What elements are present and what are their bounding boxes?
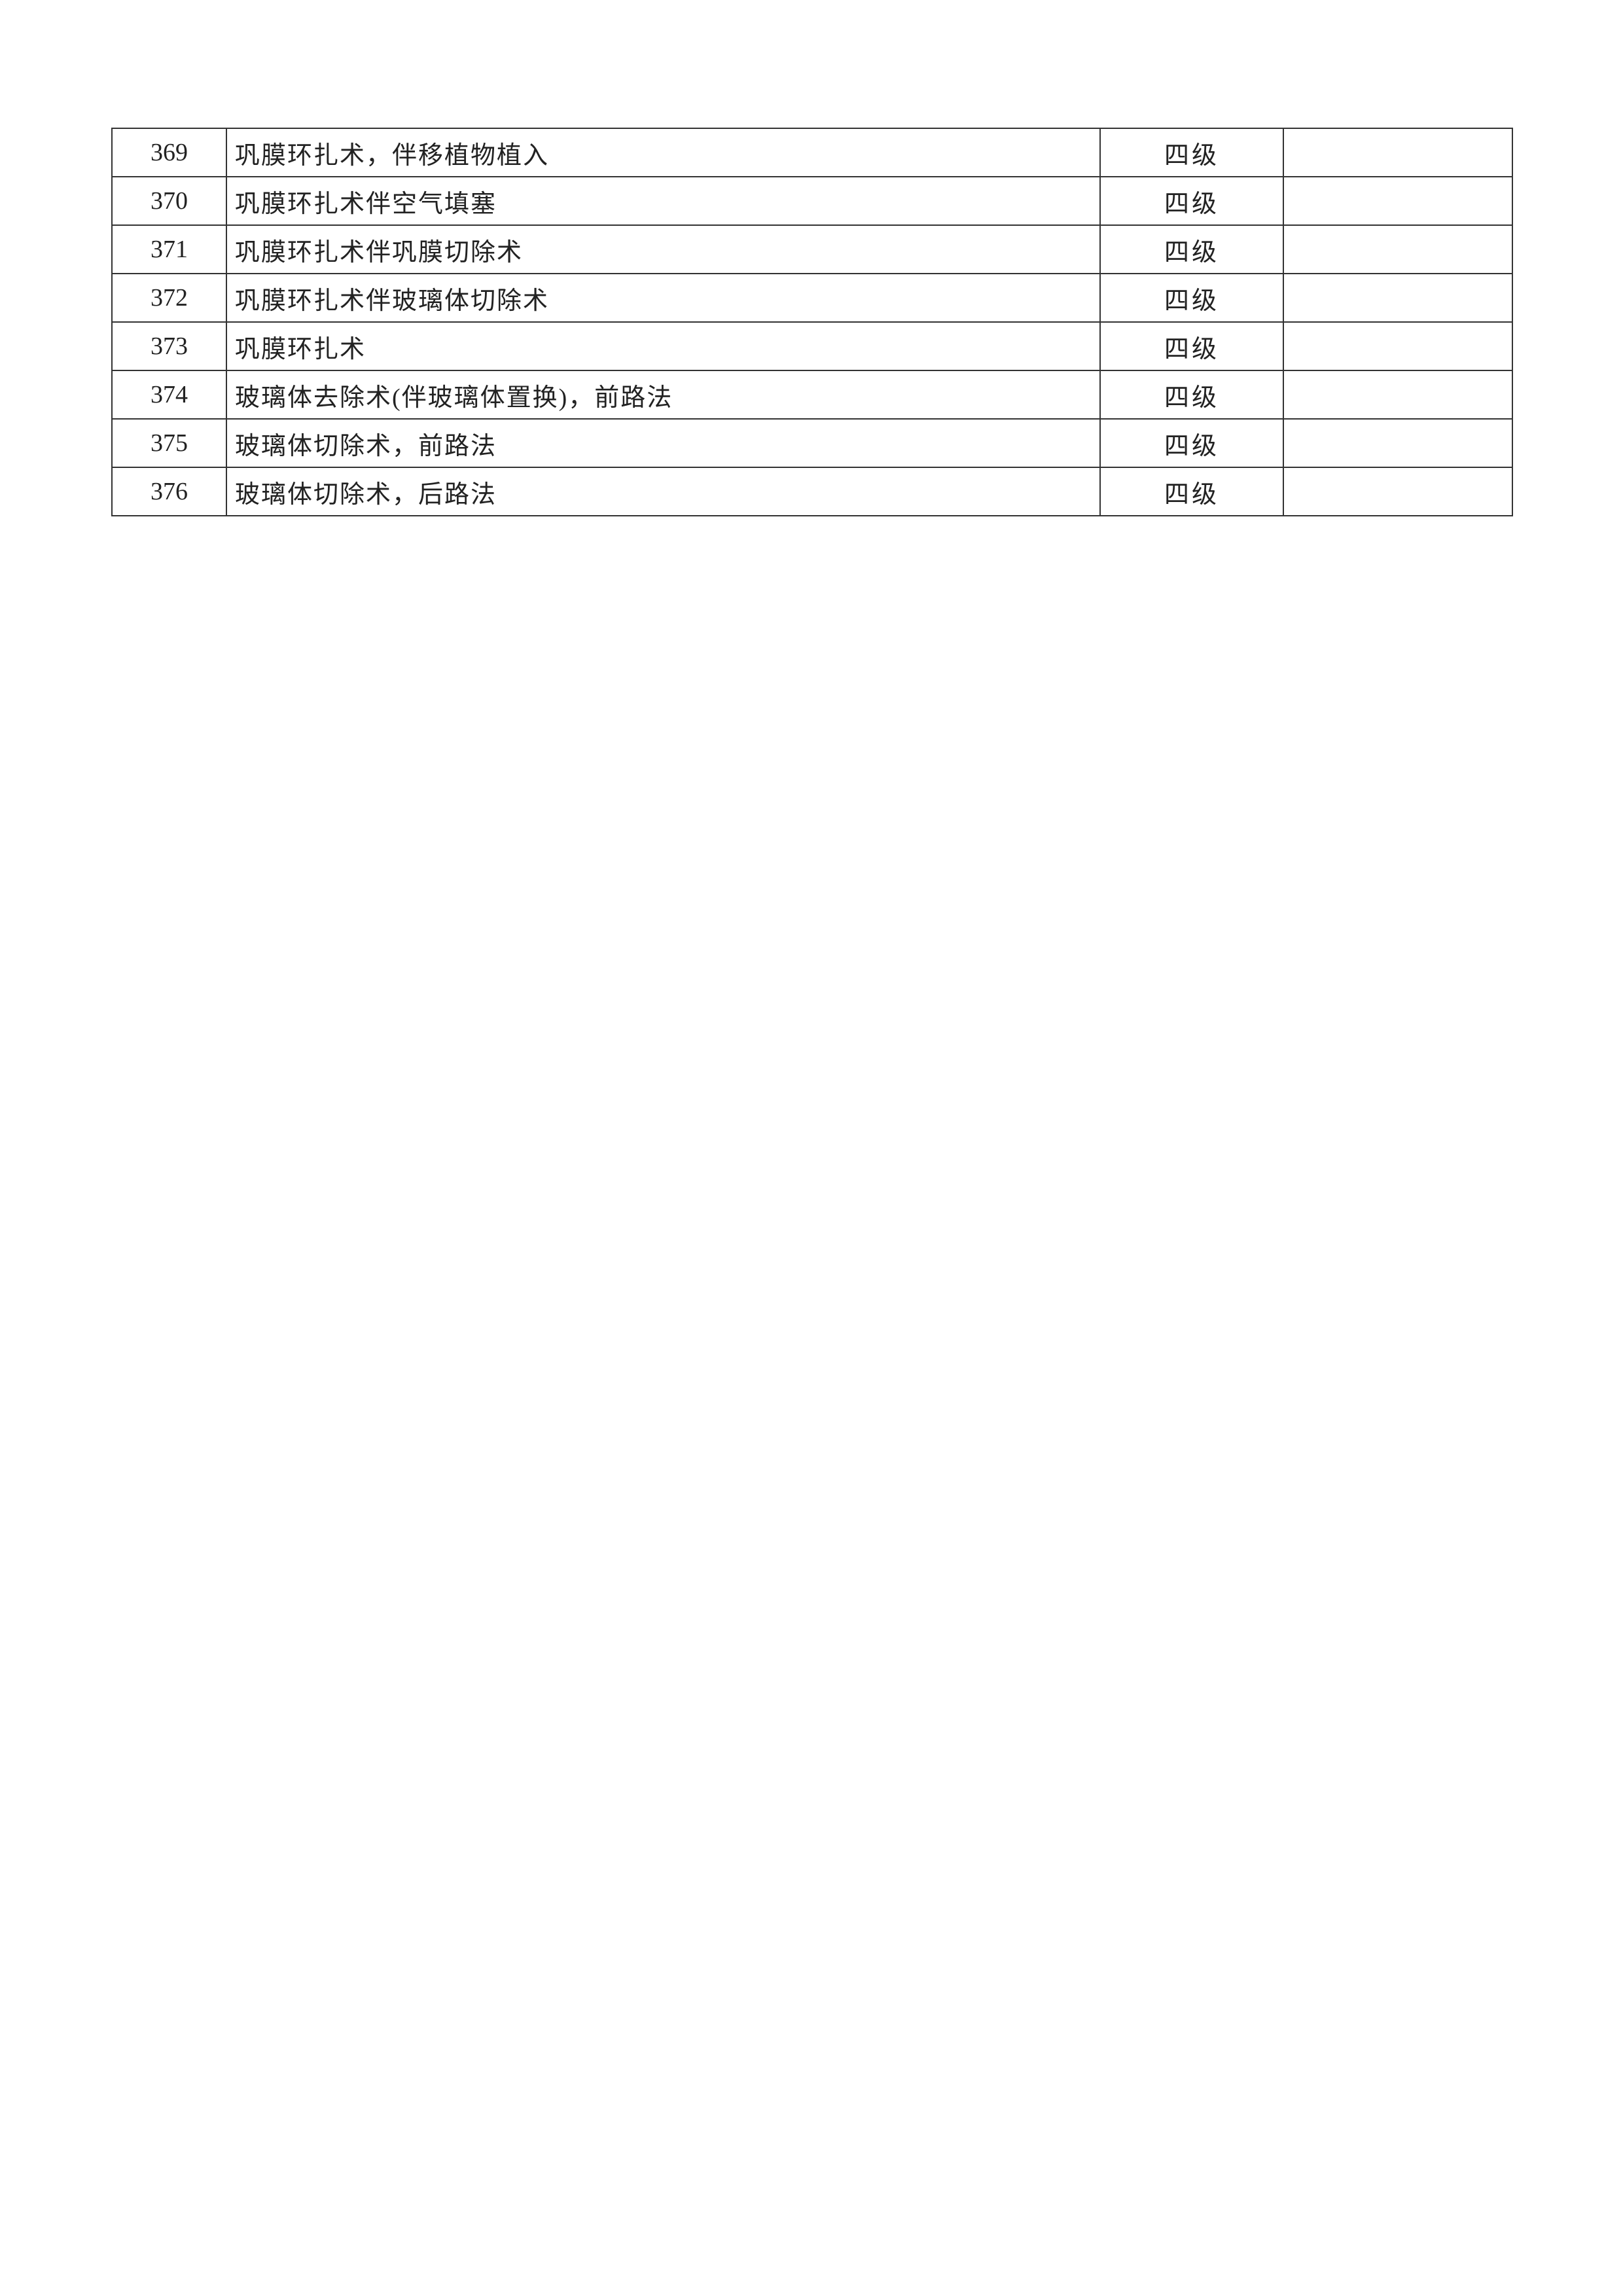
cell-desc: 巩膜环扎术伴空气填塞 [226,177,1100,225]
cell-num: 376 [112,467,226,516]
table-row: 371 巩膜环扎术伴巩膜切除术 四级 [112,225,1512,274]
cell-empty [1283,128,1512,177]
cell-desc: 玻璃体去除术(伴玻璃体置换)，前路法 [226,370,1100,419]
cell-level: 四级 [1100,467,1283,516]
cell-num: 371 [112,225,226,274]
cell-level: 四级 [1100,419,1283,467]
table-row: 376 玻璃体切除术，后路法 四级 [112,467,1512,516]
cell-level: 四级 [1100,177,1283,225]
table-row: 370 巩膜环扎术伴空气填塞 四级 [112,177,1512,225]
table-row: 372 巩膜环扎术伴玻璃体切除术 四级 [112,274,1512,322]
cell-level: 四级 [1100,322,1283,370]
cell-empty [1283,322,1512,370]
table-row: 374 玻璃体去除术(伴玻璃体置换)，前路法 四级 [112,370,1512,419]
cell-level: 四级 [1100,370,1283,419]
cell-desc: 巩膜环扎术伴玻璃体切除术 [226,274,1100,322]
page-container: 369 巩膜环扎术，伴移植物植入 四级 370 巩膜环扎术伴空气填塞 四级 37… [0,0,1623,516]
cell-empty [1283,225,1512,274]
cell-level: 四级 [1100,225,1283,274]
table-row: 375 玻璃体切除术，前路法 四级 [112,419,1512,467]
table-row: 369 巩膜环扎术，伴移植物植入 四级 [112,128,1512,177]
cell-empty [1283,419,1512,467]
data-table: 369 巩膜环扎术，伴移植物植入 四级 370 巩膜环扎术伴空气填塞 四级 37… [111,128,1513,516]
cell-desc: 巩膜环扎术伴巩膜切除术 [226,225,1100,274]
cell-num: 372 [112,274,226,322]
cell-num: 369 [112,128,226,177]
cell-level: 四级 [1100,274,1283,322]
cell-empty [1283,467,1512,516]
cell-desc: 玻璃体切除术，后路法 [226,467,1100,516]
cell-desc: 巩膜环扎术 [226,322,1100,370]
table-body: 369 巩膜环扎术，伴移植物植入 四级 370 巩膜环扎术伴空气填塞 四级 37… [112,128,1512,516]
cell-empty [1283,370,1512,419]
table-row: 373 巩膜环扎术 四级 [112,322,1512,370]
cell-num: 370 [112,177,226,225]
cell-num: 373 [112,322,226,370]
cell-level: 四级 [1100,128,1283,177]
cell-desc: 巩膜环扎术，伴移植物植入 [226,128,1100,177]
cell-num: 374 [112,370,226,419]
cell-empty [1283,274,1512,322]
cell-num: 375 [112,419,226,467]
cell-empty [1283,177,1512,225]
cell-desc: 玻璃体切除术，前路法 [226,419,1100,467]
